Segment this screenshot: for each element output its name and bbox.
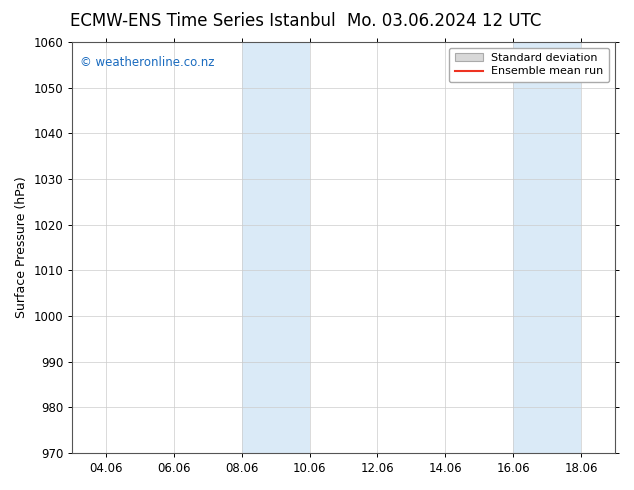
Legend: Standard deviation, Ensemble mean run: Standard deviation, Ensemble mean run — [450, 48, 609, 82]
Bar — [513, 42, 581, 453]
Text: Mo. 03.06.2024 12 UTC: Mo. 03.06.2024 12 UTC — [347, 12, 541, 30]
Bar — [242, 42, 309, 453]
Y-axis label: Surface Pressure (hPa): Surface Pressure (hPa) — [15, 176, 28, 318]
Text: © weatheronline.co.nz: © weatheronline.co.nz — [81, 56, 215, 70]
Text: ECMW-ENS Time Series Istanbul: ECMW-ENS Time Series Istanbul — [70, 12, 335, 30]
